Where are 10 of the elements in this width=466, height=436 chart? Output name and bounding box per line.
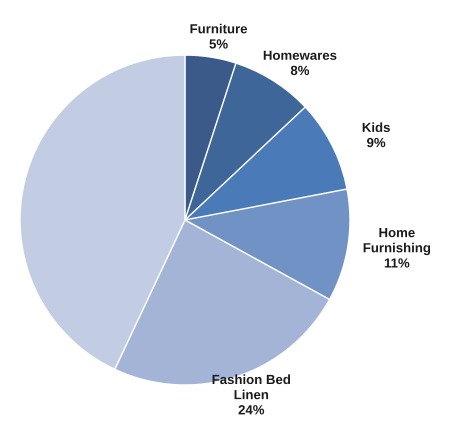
data-label: 8% bbox=[290, 66, 310, 76]
data-label: 5% bbox=[209, 39, 228, 49]
data-label: 9% bbox=[367, 138, 386, 148]
data-label: 24% bbox=[238, 405, 264, 414]
slice-label: Home Furnishing bbox=[364, 228, 430, 256]
slice-label: Kids bbox=[362, 122, 390, 132]
slice-label: Homewares bbox=[264, 50, 336, 60]
data-label: 11% bbox=[384, 258, 410, 268]
slice-label: Furniture bbox=[190, 24, 248, 34]
slice-label: Fashion Bed Linen bbox=[212, 374, 290, 400]
